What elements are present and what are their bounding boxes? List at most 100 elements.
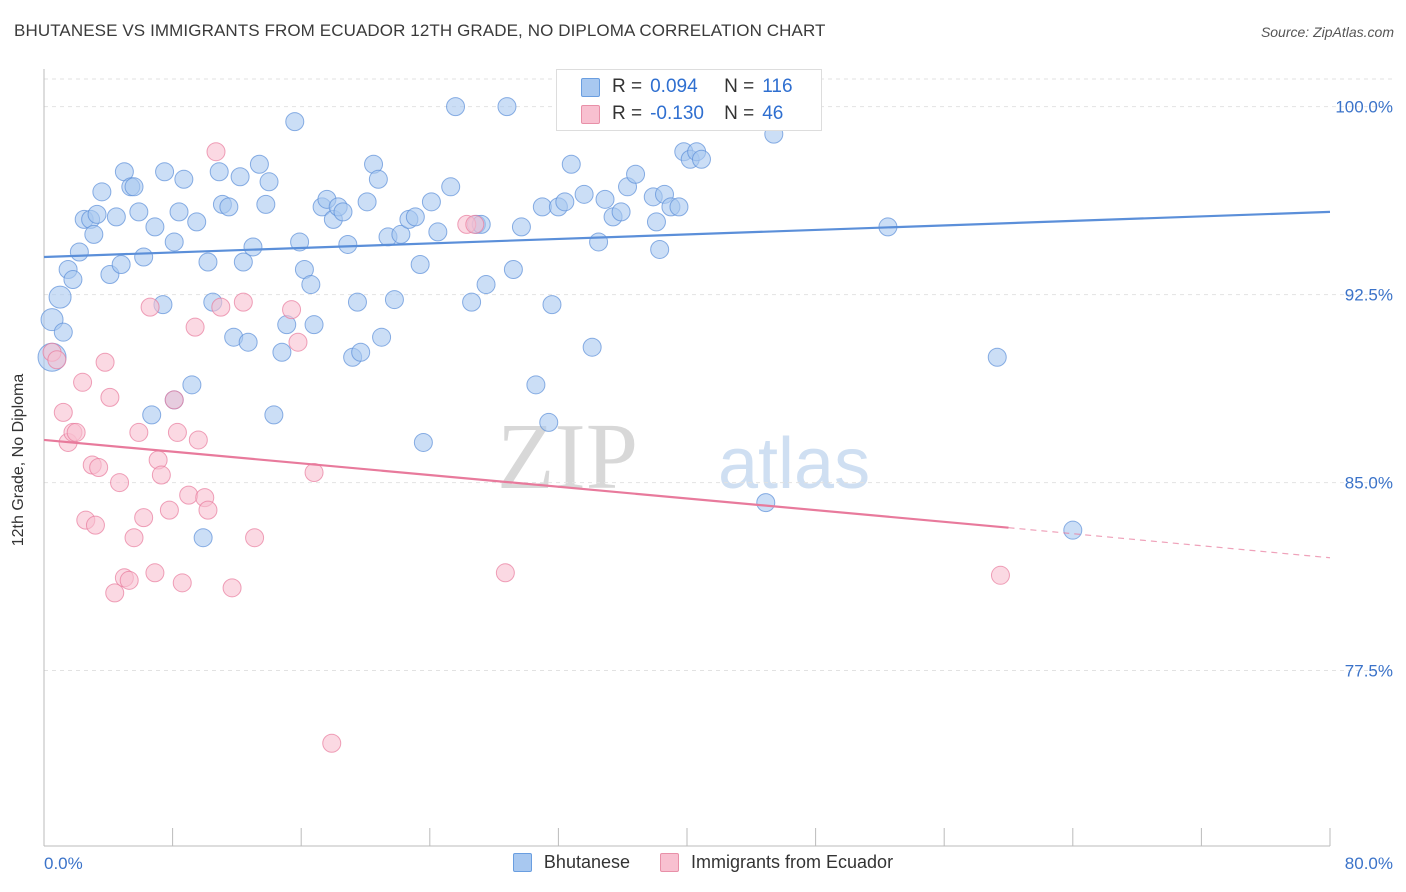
data-point: [164, 232, 184, 252]
watermark-zip: ZIP: [497, 405, 638, 509]
data-point: [245, 528, 265, 548]
legend-row-bhutanese: R = 0.094 N = 116: [581, 74, 793, 100]
data-point: [129, 202, 149, 222]
series-1-points: [42, 142, 1010, 753]
data-point: [272, 342, 292, 362]
data-point: [532, 197, 552, 217]
legend-item-bhutanese: Bhutanese: [512, 852, 630, 873]
data-point: [347, 292, 367, 312]
data-point: [990, 565, 1010, 585]
data-point: [110, 473, 130, 493]
data-point: [611, 202, 631, 222]
data-point: [145, 563, 165, 583]
data-point: [405, 207, 425, 227]
data-point: [333, 202, 353, 222]
data-point: [211, 297, 231, 317]
data-point: [142, 405, 162, 425]
data-point: [428, 222, 448, 242]
data-point: [595, 189, 615, 209]
data-point: [526, 375, 546, 395]
y-tick-label: 85.0%: [1345, 474, 1393, 493]
data-point: [322, 733, 342, 753]
data-point: [372, 327, 392, 347]
data-point: [589, 232, 609, 252]
data-point: [187, 212, 207, 232]
r-value: 0.094: [650, 76, 698, 97]
data-point: [626, 164, 646, 184]
x-tick-label: 80.0%: [1345, 854, 1393, 873]
data-point: [555, 192, 575, 212]
data-point: [511, 217, 531, 237]
data-point: [219, 197, 239, 217]
data-point: [145, 217, 165, 237]
data-point: [259, 172, 279, 192]
data-point: [174, 169, 194, 189]
legend-swatch-bhutanese: [581, 77, 600, 97]
data-point: [410, 255, 430, 275]
series-legend: Bhutanese Immigrants from Ecuador: [0, 852, 1406, 873]
x-tick-labels: 0.0% 80.0%: [44, 854, 1393, 873]
data-point: [238, 332, 258, 352]
legend-row-ecuador: R = -0.130 N = 46: [581, 101, 783, 127]
data-point: [48, 285, 72, 309]
data-point: [476, 275, 496, 295]
data-point: [1063, 520, 1083, 540]
data-point: [301, 275, 321, 295]
y-tick-label: 100.0%: [1335, 98, 1393, 117]
data-point: [119, 570, 139, 590]
r-value: -0.130: [650, 103, 704, 124]
n-value: 116: [762, 76, 793, 97]
trend-line: [43, 438, 1009, 529]
data-point: [172, 573, 192, 593]
data-point: [95, 352, 115, 372]
data-point: [338, 234, 358, 254]
data-point: [134, 247, 154, 267]
legend-label-ecuador: Immigrants from Ecuador: [691, 852, 894, 872]
data-point: [84, 224, 104, 244]
data-point: [574, 184, 594, 204]
data-point: [561, 154, 581, 174]
x-tick-label: 0.0%: [44, 854, 83, 873]
n-label: N =: [724, 103, 755, 124]
data-point: [182, 375, 202, 395]
trend-line: [43, 210, 1331, 259]
data-point: [233, 292, 253, 312]
data-point: [159, 500, 179, 520]
r-label: R =: [612, 76, 643, 97]
y-tick-labels: 77.5% 85.0% 92.5% 100.0%: [1335, 98, 1393, 681]
data-point: [503, 260, 523, 280]
data-point: [69, 242, 89, 262]
data-point: [282, 300, 302, 320]
data-point: [198, 500, 218, 520]
data-point: [264, 405, 284, 425]
data-points: [37, 97, 1083, 753]
data-point: [646, 212, 666, 232]
data-point: [413, 432, 433, 452]
data-point: [285, 112, 305, 132]
legend-label-bhutanese: Bhutanese: [543, 852, 630, 872]
y-tick-label: 92.5%: [1345, 286, 1393, 305]
axes: [43, 69, 1331, 847]
trend-lines: [43, 210, 1331, 559]
data-point: [288, 332, 308, 352]
data-point: [151, 465, 171, 485]
n-value: 46: [762, 103, 784, 124]
data-point: [164, 390, 184, 410]
data-point: [357, 192, 377, 212]
data-point: [222, 578, 242, 598]
chart-title: BHUTANESE VS IMMIGRANTS FROM ECUADOR 12T…: [14, 21, 826, 40]
data-point: [87, 204, 107, 224]
data-point: [495, 563, 515, 583]
data-point: [233, 252, 253, 272]
y-tick-label: 77.5%: [1345, 662, 1393, 681]
data-point: [462, 292, 482, 312]
data-point: [53, 322, 73, 342]
data-point: [66, 422, 86, 442]
data-point: [249, 154, 269, 174]
data-point: [47, 350, 67, 370]
data-point: [198, 252, 218, 272]
data-point: [185, 317, 205, 337]
data-point: [304, 315, 324, 335]
data-point: [243, 237, 263, 257]
